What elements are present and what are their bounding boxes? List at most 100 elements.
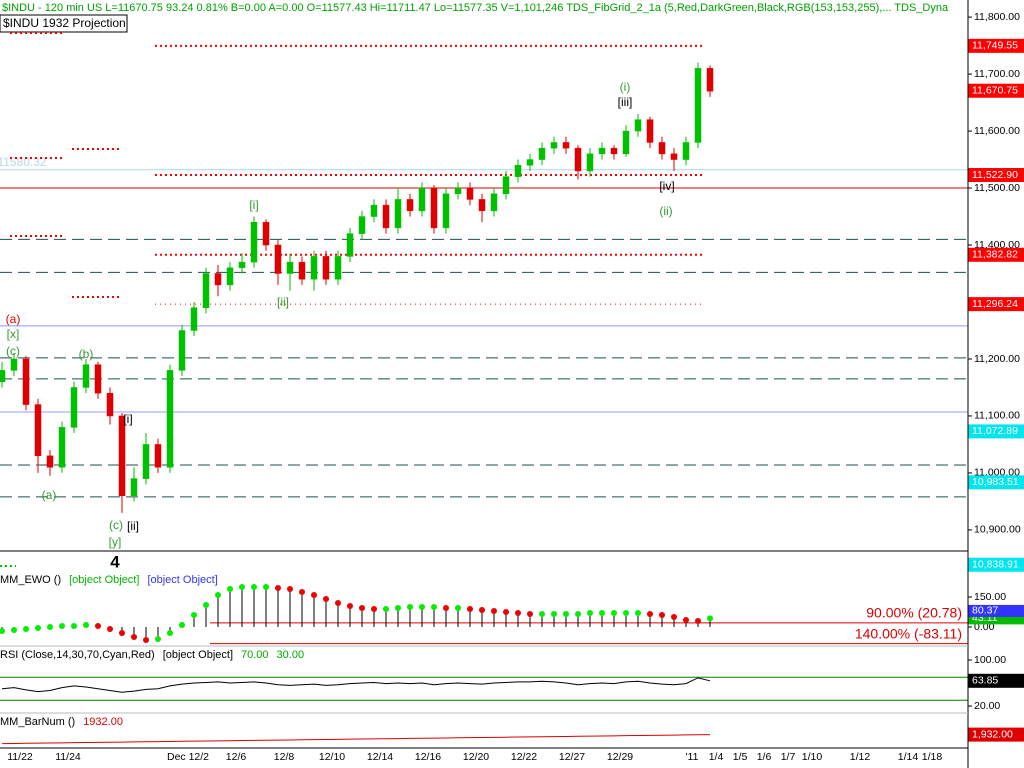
price-marker (968, 167, 1024, 182)
candle-body (430, 187, 438, 229)
candle-body (526, 159, 534, 166)
ewo-dot (95, 623, 101, 629)
x-tick-label: 1/18 (922, 751, 943, 763)
ewo-dot (383, 606, 389, 612)
ewo-dot (587, 610, 593, 616)
candle-body (406, 199, 414, 212)
x-tick-label: 1/6 (757, 751, 772, 763)
candle-body (598, 147, 606, 155)
ewo-dot (695, 618, 701, 624)
price-marker (968, 297, 1024, 312)
candle-body (634, 119, 642, 132)
value-marker (968, 673, 1024, 688)
ewo-dot (263, 584, 269, 590)
panel-title: MM_BarNum () (0, 716, 75, 728)
panel-readout: [object Object] (163, 649, 233, 661)
ewo-dot (83, 622, 89, 628)
candle-body (142, 444, 150, 479)
ewo-dot (515, 610, 521, 616)
candle-body (202, 273, 210, 308)
ewo-dot (155, 636, 161, 642)
ewo-dot (527, 611, 533, 617)
candle-body (286, 261, 294, 274)
indicator-line (1, 734, 711, 745)
ewo-dot (35, 625, 41, 631)
wave-label: [x] (7, 327, 20, 341)
price-marker-label: 10,838.91 (972, 559, 1019, 571)
y-tick-label: 150.00 (974, 591, 1006, 603)
candle-body (238, 261, 246, 269)
candle-body (154, 444, 162, 468)
ewo-dot (311, 592, 317, 598)
x-tick-label: 1/12 (850, 751, 871, 763)
candle-body (118, 415, 126, 496)
ewo-dot (275, 585, 281, 591)
candle-body (22, 358, 30, 405)
ewo-dot (467, 606, 473, 612)
candle-body (262, 221, 270, 246)
wave-label: (b) (79, 347, 94, 361)
candle-body (706, 68, 714, 92)
decor-dots (0, 32, 122, 567)
x-tick-label: '11 (686, 751, 699, 763)
panel-readout: [object Object] (69, 574, 139, 586)
ewo-dot (479, 607, 485, 613)
panel-title: MM_EWO () (0, 574, 61, 586)
panel-readout: [object Object] (147, 574, 217, 586)
candle-body (70, 387, 78, 428)
x-tick-label: 12/27 (559, 751, 585, 763)
x-tick-label: 12/29 (607, 751, 633, 763)
y-tick-label: 100.00 (974, 654, 1006, 666)
candle-body (478, 199, 486, 212)
wave-label: (a) (42, 488, 57, 502)
candle-body (46, 455, 54, 468)
price-marker-label: 11,072.89 (972, 425, 1018, 437)
ewo-dot (143, 637, 149, 643)
price-marker (968, 557, 1024, 572)
candle-body (370, 204, 378, 217)
ewo-dot (407, 604, 413, 610)
candle-body (130, 478, 138, 496)
candle-body (418, 187, 426, 212)
y-tick-label: 20.00 (974, 700, 1000, 712)
ewo-dot (647, 611, 653, 617)
candle-body (346, 233, 354, 257)
x-tick-label: 12/10 (319, 751, 345, 763)
ewo-dot (287, 586, 293, 592)
ewo-dot (203, 602, 209, 608)
panel-readout: 70.00 (241, 649, 269, 661)
ewo-dot (611, 610, 617, 616)
title-box (0, 14, 128, 33)
candle-body (694, 68, 702, 143)
level-label: 140.00% (-83.11) (855, 625, 962, 641)
y-tick-label: 11,100.00 (974, 410, 1020, 422)
panel-readout: 30.00 (277, 649, 305, 661)
y-tick-label: 10,900.00 (974, 524, 1021, 536)
candle-body (226, 267, 234, 286)
x-tick-label: Dec 12/2 (167, 751, 209, 763)
ewo-dot (131, 634, 137, 640)
ewo-dot (359, 605, 365, 611)
y-tick-label: 11,600.00 (974, 125, 1020, 137)
ewo-dot (671, 614, 677, 620)
candle-body (334, 256, 342, 280)
ewo-dot (0, 628, 5, 634)
y-tick-label: 11,200.00 (974, 353, 1020, 365)
ewo-dot (635, 610, 641, 616)
price-marker-label: 11,670.75 (972, 85, 1018, 97)
candle-body (394, 199, 402, 229)
candle-body (514, 164, 522, 177)
ewo-dot (215, 592, 221, 598)
candle-body (310, 256, 318, 280)
ewo-dot (11, 627, 17, 633)
candle-body (454, 187, 462, 194)
price-marker-label: 11,749.55 (972, 40, 1018, 52)
x-tick-label: 12/8 (274, 751, 295, 763)
candle-body (502, 176, 510, 194)
value-marker (968, 604, 1024, 617)
candle-body (550, 142, 558, 149)
x-tick-label: 1/10 (802, 751, 823, 763)
value-marker-label: 63.85 (972, 675, 998, 687)
wave-label: (a) (6, 312, 21, 326)
ewo-dot (503, 609, 509, 615)
